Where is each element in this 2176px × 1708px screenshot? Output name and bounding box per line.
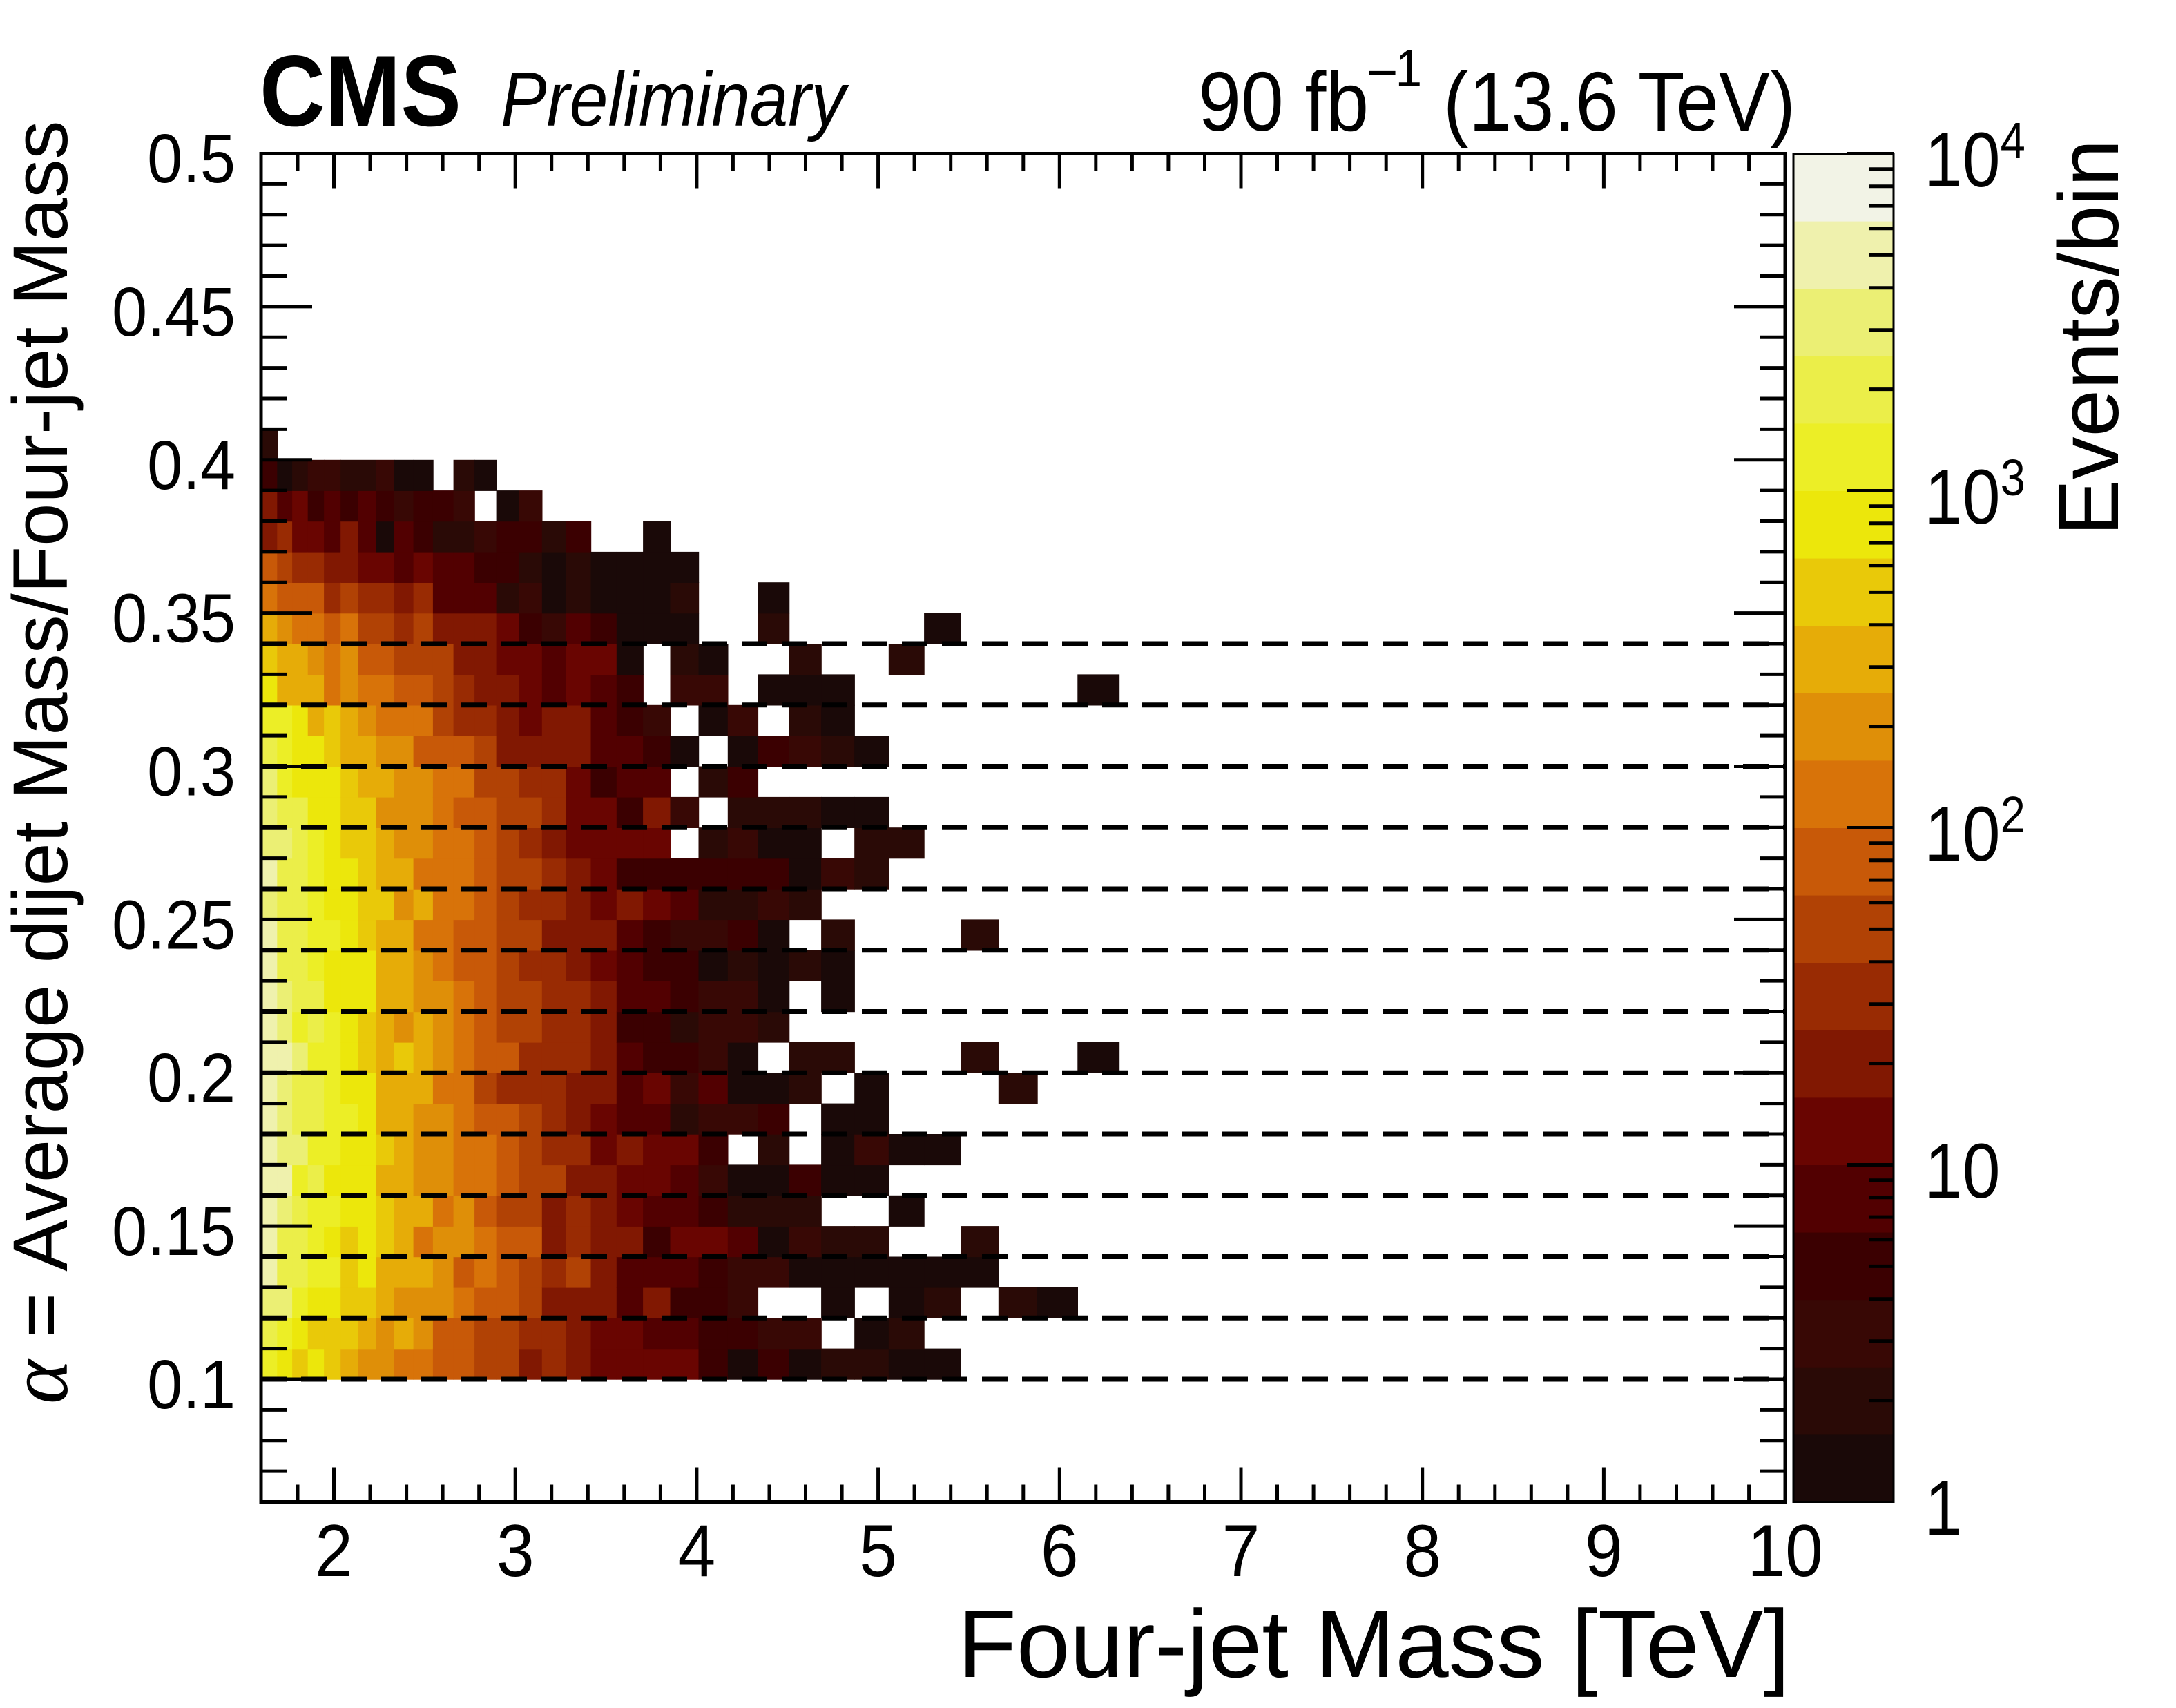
svg-text:0.3: 0.3 bbox=[147, 733, 235, 810]
svg-text:10: 10 bbox=[1925, 1129, 2001, 1214]
svg-text:Events/bin: Events/bin bbox=[2042, 140, 2137, 536]
svg-text:3: 3 bbox=[497, 1509, 535, 1592]
svg-text:7: 7 bbox=[1222, 1509, 1260, 1592]
svg-text:Preliminary: Preliminary bbox=[501, 57, 849, 142]
svg-text:0.35: 0.35 bbox=[112, 580, 235, 657]
svg-text:2: 2 bbox=[315, 1509, 353, 1592]
svg-text:90 fb–1 (13.6 TeV): 90 fb–1 (13.6 TeV) bbox=[1198, 39, 1795, 148]
svg-text:0.15: 0.15 bbox=[112, 1193, 235, 1270]
svg-text:0.2: 0.2 bbox=[147, 1040, 235, 1117]
svg-text:0.4: 0.4 bbox=[147, 427, 235, 503]
svg-text:1: 1 bbox=[1925, 1466, 1963, 1551]
svg-text:5: 5 bbox=[859, 1509, 897, 1592]
svg-text:0.1: 0.1 bbox=[147, 1346, 235, 1423]
svg-text:0.5: 0.5 bbox=[147, 120, 235, 197]
svg-text:α = Average dijet Mass/Four-je: α = Average dijet Mass/Four-jet Mass bbox=[0, 121, 86, 1404]
svg-text:6: 6 bbox=[1041, 1509, 1079, 1592]
svg-text:4: 4 bbox=[678, 1509, 716, 1592]
svg-text:0.25: 0.25 bbox=[112, 887, 235, 963]
svg-text:0.45: 0.45 bbox=[112, 274, 235, 350]
svg-text:9: 9 bbox=[1585, 1509, 1623, 1592]
svg-text:CMS: CMS bbox=[260, 35, 461, 148]
svg-text:Four-jet Mass [TeV]: Four-jet Mass [TeV] bbox=[958, 1591, 1790, 1698]
svg-text:8: 8 bbox=[1403, 1509, 1441, 1592]
svg-text:10: 10 bbox=[1747, 1509, 1822, 1592]
